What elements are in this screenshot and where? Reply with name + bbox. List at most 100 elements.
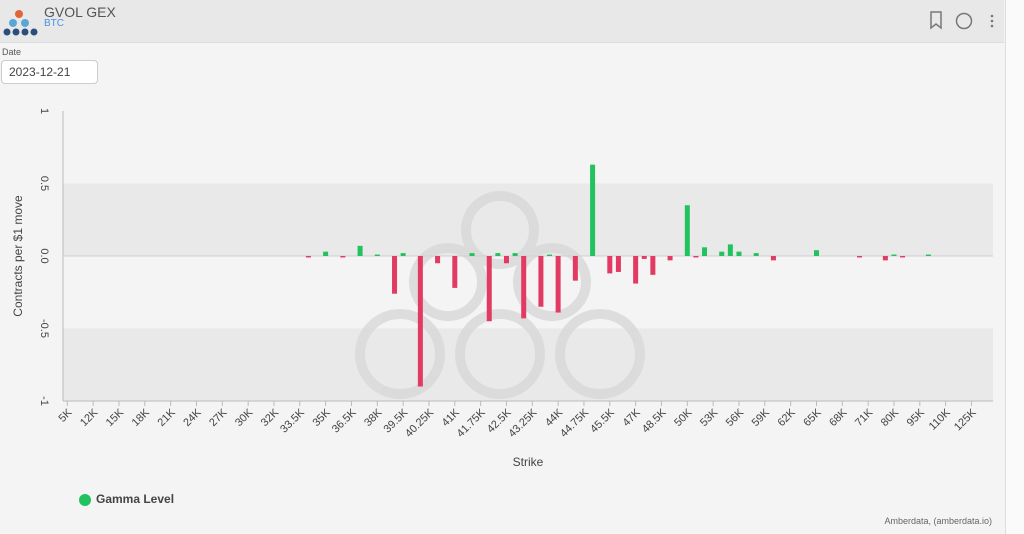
bar <box>555 256 561 313</box>
bar <box>684 205 690 256</box>
watermark-ring <box>461 191 539 269</box>
bar <box>736 251 742 256</box>
x-tick-label: 18K <box>130 406 153 429</box>
x-tick-label: 59K <box>750 406 773 429</box>
bar <box>719 251 725 256</box>
watermark-ring <box>409 243 487 321</box>
bar <box>400 253 406 256</box>
bar <box>633 256 639 284</box>
bar <box>727 244 733 256</box>
scrollbar <box>1005 0 1024 534</box>
bar <box>417 256 423 387</box>
y-tick-label: 0.0 <box>38 248 50 263</box>
bar <box>650 256 656 275</box>
legend-marker <box>79 494 91 506</box>
bar <box>813 250 819 256</box>
x-tick-label: 5K <box>56 406 74 424</box>
watermark <box>355 191 645 399</box>
bar <box>882 256 888 261</box>
date-input[interactable]: 2023-12-21 <box>1 60 98 84</box>
x-tick-label: 62K <box>775 406 798 429</box>
bar <box>925 254 931 256</box>
bar <box>572 256 578 281</box>
bar <box>667 256 673 261</box>
x-tick-label: 44K <box>543 406 566 429</box>
plot-band <box>63 328 993 401</box>
bar <box>435 256 441 264</box>
x-tick-label: 21K <box>155 406 178 429</box>
bar <box>590 164 596 256</box>
bar <box>702 247 708 256</box>
x-tick-label: 32K <box>259 406 282 429</box>
widget-subtitle: BTC <box>44 18 64 29</box>
x-tick-label: 65K <box>801 406 824 429</box>
bar <box>607 256 613 274</box>
x-tick-label: 47K <box>620 406 643 429</box>
x-tick-label: 40.25K <box>403 406 437 440</box>
bar <box>753 253 759 256</box>
x-tick-label: 41.75K <box>455 406 489 440</box>
x-tick-label: 41K <box>440 406 463 429</box>
bar <box>693 256 699 258</box>
x-tick-label: 24K <box>181 406 204 429</box>
bar <box>891 254 897 256</box>
logo <box>3 10 38 36</box>
x-tick-label: 38K <box>362 406 385 429</box>
legend-label: Gamma Level <box>96 492 174 506</box>
bar <box>452 256 458 288</box>
bar <box>503 256 509 264</box>
bar <box>486 256 492 322</box>
watermark-ring <box>555 309 645 399</box>
bar <box>357 245 363 256</box>
x-tick-label: 95K <box>905 406 928 429</box>
bar <box>547 254 553 256</box>
x-axis-title: Strike <box>513 455 544 469</box>
date-label: Date <box>2 47 22 57</box>
y-tick-label: 0.5 <box>38 176 50 191</box>
x-tick-label: 15K <box>104 406 127 429</box>
bar <box>469 253 475 256</box>
x-tick-label: 35K <box>310 406 333 429</box>
x-tick-label: 36.5K <box>330 406 359 435</box>
watermark-ring <box>513 243 591 321</box>
info-icon[interactable] <box>955 12 973 30</box>
x-tick-label: 12K <box>78 406 101 429</box>
credit: Amberdata, (amberdata.io) <box>884 516 992 526</box>
x-tick-label: 33.5K <box>278 406 307 435</box>
bar <box>374 254 380 256</box>
bar <box>392 256 398 294</box>
x-tick-label: 53K <box>698 406 721 429</box>
bar <box>340 256 346 258</box>
bar <box>615 256 621 272</box>
y-tick-label: 1 <box>38 108 50 114</box>
bar <box>305 256 311 258</box>
x-tick-label: 45.5K <box>588 406 617 435</box>
bar <box>323 251 329 256</box>
x-tick-label: 48.5K <box>640 406 669 435</box>
y-tick-label: -0.5 <box>38 319 50 338</box>
x-tick-label: 110K <box>927 406 954 433</box>
header: GVOL GEX BTC <box>0 0 1004 43</box>
menu-icon[interactable] <box>990 14 994 28</box>
x-tick-label: 27K <box>207 406 230 429</box>
chart: Contracts per $1 move Strike -1 -0.5 0.0 0.… <box>11 108 993 506</box>
x-tick-label: 71K <box>853 406 876 429</box>
bar <box>770 256 776 261</box>
widget-title: GVOL GEX <box>44 4 116 20</box>
bar <box>857 256 863 258</box>
bar <box>512 253 518 256</box>
bookmark-icon[interactable] <box>930 11 942 30</box>
bar <box>521 256 527 319</box>
x-tick-label: 68K <box>827 406 850 429</box>
x-tick-label: 30K <box>233 406 256 429</box>
x-tick-label: 125K <box>952 406 979 433</box>
x-tick-label: 50K <box>672 406 695 429</box>
bar <box>641 256 647 259</box>
bar <box>495 253 501 256</box>
watermark-ring <box>455 309 545 399</box>
bar <box>538 256 544 307</box>
x-tick-label: 44.75K <box>558 406 592 440</box>
watermark-ring <box>355 309 445 399</box>
x-tick-label: 56K <box>724 406 747 429</box>
